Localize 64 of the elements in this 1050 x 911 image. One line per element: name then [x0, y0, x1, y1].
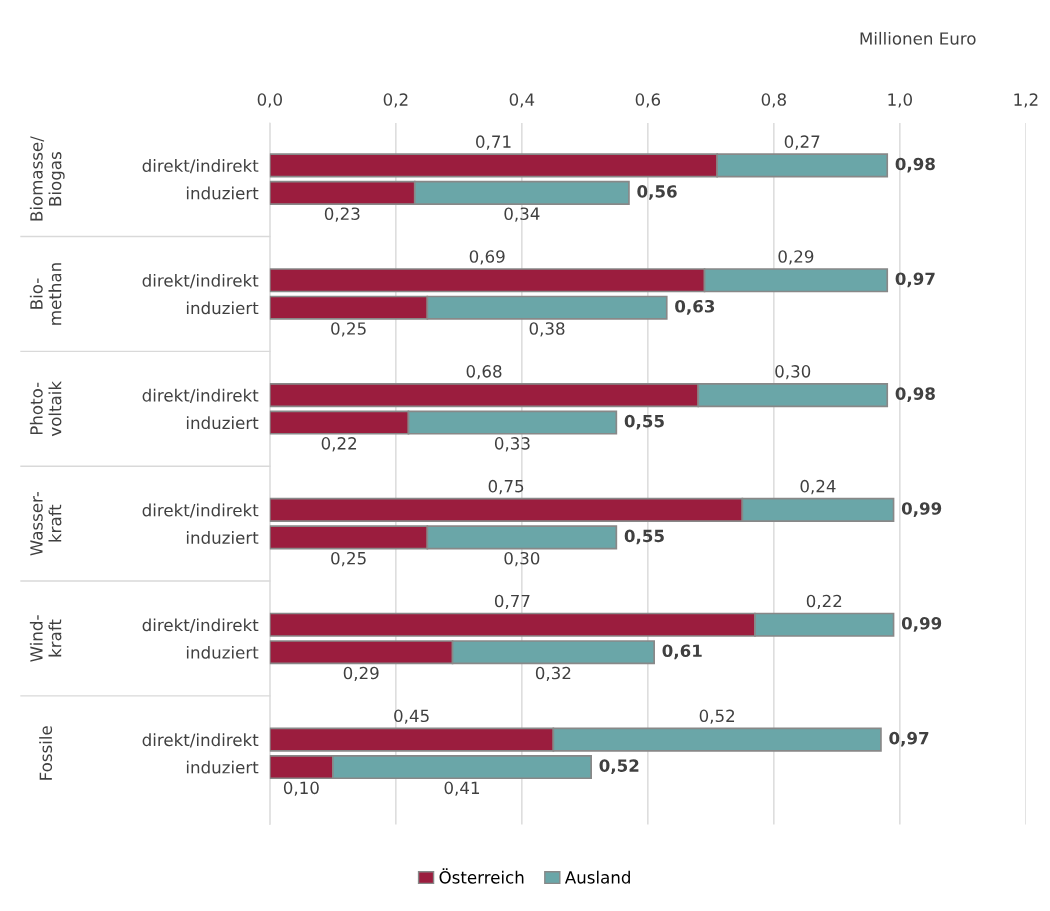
y-tick-label: induziert	[186, 186, 259, 200]
legend-label: Österreich	[439, 868, 524, 884]
data-label: 0,23	[324, 207, 360, 222]
total-label: 0,55	[624, 529, 664, 545]
data-label: 0,29	[343, 666, 379, 682]
data-label: 0,69	[469, 250, 505, 265]
x-tick-label: 0,0	[257, 93, 282, 108]
total-label: 0,97	[889, 731, 929, 747]
y-tick-label: induziert	[186, 301, 259, 315]
data-label: 0,77	[494, 594, 530, 609]
data-label: 0,71	[476, 135, 511, 150]
data-label: 0,22	[806, 594, 842, 609]
data-label: 0,41	[444, 781, 480, 796]
y-tick-label: direkt/indirekt	[142, 503, 259, 518]
data-label: 0,68	[466, 365, 502, 380]
data-label: 0,27	[784, 135, 820, 150]
data-label: 0,30	[775, 365, 811, 380]
y-tick-label: direkt/indirekt	[142, 159, 259, 174]
text: Bio- methan	[29, 263, 62, 325]
x-tick-label: 0,8	[761, 93, 786, 108]
data-label: 0,10	[283, 781, 319, 796]
data-label: 0,52	[699, 709, 735, 724]
text: Wind- kraft	[29, 615, 62, 662]
data-label: 0,29	[778, 250, 814, 265]
total-label: 0,55	[624, 414, 664, 430]
total-label: 0,97	[895, 272, 935, 288]
data-label: 0,25	[331, 551, 366, 567]
x-tick-label: 1,0	[888, 93, 912, 108]
data-label: 0,75	[488, 479, 524, 495]
data-label: 0,30	[504, 551, 540, 567]
y-tick-label: induziert	[186, 760, 259, 774]
x-tick-label: 0,6	[635, 93, 661, 108]
data-label: 0,34	[504, 207, 540, 222]
total-label: 0,52	[599, 759, 639, 775]
total-label: 0,56	[637, 185, 677, 200]
text: Fossile	[39, 726, 53, 780]
x-tick-label: 0,2	[383, 93, 408, 108]
total-label: 0,99	[901, 616, 942, 632]
total-label: 0,63	[675, 299, 715, 315]
data-label: 0,38	[529, 322, 565, 337]
y-tick-label: direkt/indirekt	[142, 273, 259, 289]
legend-label: Ausland	[564, 870, 630, 884]
x-axis-title: Millionen Euro	[860, 31, 976, 45]
y-tick-label: induziert	[186, 416, 259, 430]
data-label: 0,32	[535, 666, 571, 682]
text: Biomasse/ Biogas	[29, 136, 65, 221]
data-label: 0,33	[494, 437, 530, 452]
data-label: 0,24	[800, 479, 836, 495]
total-label: 0,61	[662, 644, 702, 660]
y-tick-label: induziert	[186, 531, 259, 544]
data-label: 0,22	[321, 437, 357, 452]
y-tick-label: direkt/indirekt	[142, 733, 259, 748]
total-label: 0,99	[901, 502, 942, 517]
x-tick-label: 0,4	[509, 93, 535, 108]
y-tick-label: induziert	[186, 645, 259, 659]
data-label: 0,25	[331, 322, 366, 337]
data-label: 0,45	[394, 709, 429, 724]
text: Wasser- kraft	[30, 491, 62, 556]
x-tick-label: 1,2	[1014, 93, 1038, 108]
y-tick-label: direkt/indirekt	[142, 388, 259, 403]
y-tick-label: direkt/indirekt	[142, 618, 259, 633]
total-label: 0,98	[895, 157, 935, 173]
total-label: 0,98	[895, 387, 935, 403]
text: Photo- voltaik	[29, 381, 62, 437]
